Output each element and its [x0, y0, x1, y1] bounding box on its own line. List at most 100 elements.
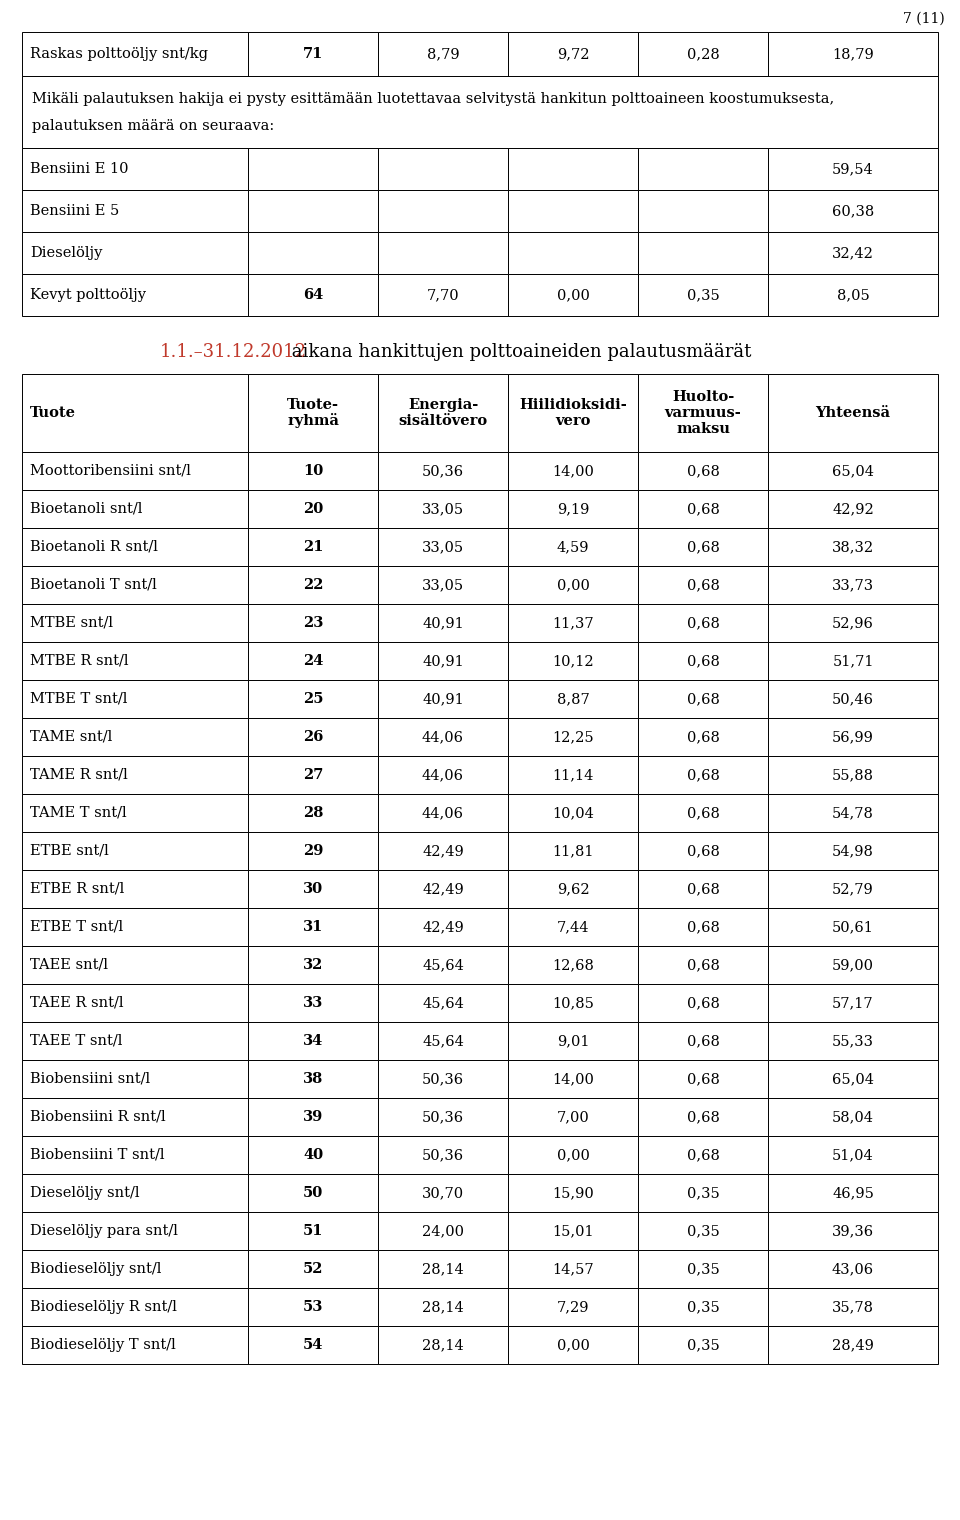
Bar	[248, 869, 378, 907]
Text: 40,91: 40,91	[422, 654, 464, 667]
Text: 46,95: 46,95	[832, 1186, 874, 1199]
Bar	[638, 983, 768, 1021]
Bar	[768, 274, 938, 316]
Bar	[638, 190, 768, 233]
Bar	[508, 869, 638, 907]
Text: 33,05: 33,05	[422, 502, 464, 515]
Bar	[248, 274, 378, 316]
Bar	[638, 1059, 768, 1097]
Text: Biobensiini R snt/l: Biobensiini R snt/l	[30, 1110, 166, 1123]
Bar	[378, 1249, 508, 1287]
Text: 33: 33	[302, 996, 324, 1009]
Text: 54: 54	[302, 1338, 324, 1351]
Bar	[248, 527, 378, 565]
Text: TAEE T snt/l: TAEE T snt/l	[30, 1034, 122, 1047]
Text: 44,06: 44,06	[422, 730, 464, 743]
Bar	[768, 1325, 938, 1363]
Bar	[768, 451, 938, 489]
Bar	[508, 1135, 638, 1173]
Bar	[768, 489, 938, 527]
Bar	[508, 793, 638, 831]
Bar	[768, 190, 938, 233]
Text: 0,00: 0,00	[557, 1148, 589, 1161]
Text: 0,68: 0,68	[686, 768, 719, 781]
Text: 52,79: 52,79	[832, 882, 874, 895]
Text: 54,98: 54,98	[832, 844, 874, 857]
Text: 0,35: 0,35	[686, 1262, 719, 1275]
Text: ryhmä: ryhmä	[287, 413, 339, 429]
Bar	[768, 717, 938, 755]
Text: 45,64: 45,64	[422, 958, 464, 971]
Bar	[638, 527, 768, 565]
Bar	[508, 679, 638, 717]
Bar	[508, 374, 638, 451]
Text: 0,68: 0,68	[686, 540, 719, 553]
Bar	[248, 147, 378, 190]
Bar	[378, 603, 508, 641]
Bar	[248, 1059, 378, 1097]
Bar	[378, 1211, 508, 1249]
Text: 0,68: 0,68	[686, 730, 719, 743]
Bar	[248, 1325, 378, 1363]
Text: Biobensiini snt/l: Biobensiini snt/l	[30, 1072, 150, 1085]
Bar	[508, 1249, 638, 1287]
Text: 0,68: 0,68	[686, 654, 719, 667]
Bar	[378, 147, 508, 190]
Bar	[768, 233, 938, 274]
Text: 31: 31	[302, 920, 324, 933]
Bar	[508, 945, 638, 983]
Text: 45,64: 45,64	[422, 1034, 464, 1047]
Bar	[638, 717, 768, 755]
Text: 12,25: 12,25	[552, 730, 594, 743]
Bar	[378, 274, 508, 316]
Bar	[768, 565, 938, 603]
Text: 51,04: 51,04	[832, 1148, 874, 1161]
Bar	[378, 831, 508, 869]
Bar	[638, 374, 768, 451]
Bar	[248, 641, 378, 679]
Text: 32,42: 32,42	[832, 246, 874, 260]
Bar	[248, 603, 378, 641]
Bar	[768, 147, 938, 190]
Text: Biodieselöljy snt/l: Biodieselöljy snt/l	[30, 1262, 161, 1275]
Text: 0,35: 0,35	[686, 1338, 719, 1351]
Text: 7 (11): 7 (11)	[903, 12, 945, 26]
Bar	[248, 1021, 378, 1059]
Text: 23: 23	[302, 616, 324, 629]
Bar	[378, 1059, 508, 1097]
Bar	[22, 374, 248, 451]
Text: TAME snt/l: TAME snt/l	[30, 730, 112, 743]
Text: 55,88: 55,88	[832, 768, 874, 781]
Bar	[508, 1211, 638, 1249]
Bar	[768, 1135, 938, 1173]
Text: 42,92: 42,92	[832, 502, 874, 515]
Text: 24: 24	[302, 654, 324, 667]
Text: aikana hankittujen polttoaineiden palautusmäärät: aikana hankittujen polttoaineiden palaut…	[286, 344, 752, 362]
Bar	[638, 603, 768, 641]
Text: varmuus-: varmuus-	[664, 406, 741, 420]
Text: 32: 32	[302, 958, 324, 971]
Bar	[508, 1059, 638, 1097]
Bar	[508, 1021, 638, 1059]
Bar	[768, 1059, 938, 1097]
Bar	[378, 641, 508, 679]
Bar	[22, 1135, 248, 1173]
Text: 38,32: 38,32	[832, 540, 874, 553]
Text: 38: 38	[302, 1072, 324, 1085]
Bar	[768, 1173, 938, 1211]
Text: 33,05: 33,05	[422, 578, 464, 591]
Text: Dieselöljy: Dieselöljy	[30, 246, 103, 260]
Text: 8,05: 8,05	[836, 287, 870, 302]
Text: 8,79: 8,79	[426, 47, 459, 61]
Text: ETBE R snt/l: ETBE R snt/l	[30, 882, 124, 895]
Bar	[768, 603, 938, 641]
Text: 0,28: 0,28	[686, 47, 719, 61]
Text: 50,36: 50,36	[422, 464, 464, 477]
Text: 0,68: 0,68	[686, 844, 719, 857]
Text: 0,35: 0,35	[686, 287, 719, 302]
Text: 27: 27	[302, 768, 324, 781]
Text: 0,68: 0,68	[686, 1034, 719, 1047]
Bar	[638, 451, 768, 489]
Bar	[378, 1173, 508, 1211]
Bar	[768, 983, 938, 1021]
